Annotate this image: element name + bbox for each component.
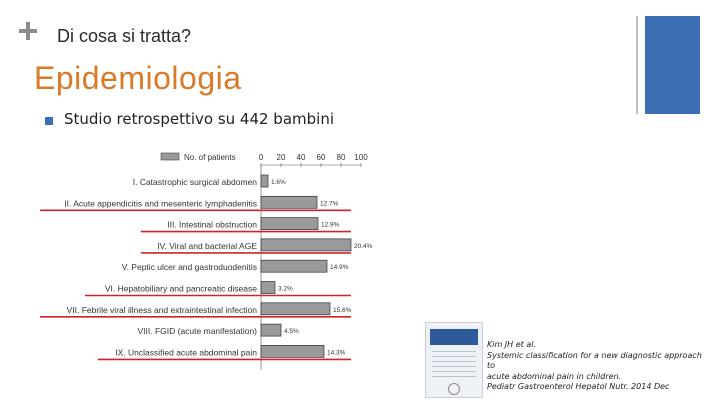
- legend-swatch: [160, 152, 180, 161]
- citation-line: Systemic classification for a new diagno…: [487, 350, 702, 360]
- category-label: VIII. FGID (acute manifestation): [137, 326, 257, 336]
- data-label: 12.7%: [320, 200, 339, 207]
- category-label: V. Peptic ulcer and gastroduodenitis: [122, 262, 257, 272]
- citation-line: to: [487, 361, 496, 370]
- x-tick-label: 20: [277, 153, 286, 162]
- bar: [260, 217, 319, 230]
- bar: [260, 195, 318, 209]
- category-label: VII. Febrile viral illness and extrainte…: [67, 305, 258, 315]
- x-tick-label: 100: [354, 153, 368, 162]
- citation: Kim JH et al. Systemic classification fo…: [487, 340, 712, 393]
- legend-label: No. of patients: [184, 153, 236, 162]
- bullet-square-icon: [45, 117, 53, 125]
- citation-line: Pediatr Gastroenterol Hepatol Nutr. 2014…: [487, 382, 670, 391]
- bullet-text: Studio retrospettivo su 442 bambini: [64, 110, 334, 128]
- plus-icon: [17, 20, 39, 42]
- thumbnail-text-lines: [432, 351, 476, 381]
- data-label: 1.6%: [271, 179, 286, 186]
- data-label: 3.2%: [278, 286, 293, 293]
- category-label: I. Catastrophic surgical abdomen: [133, 177, 258, 187]
- thumbnail-emblem-icon: [448, 383, 460, 395]
- bar: [260, 302, 331, 316]
- citation-line: Kim JH et al.: [487, 340, 536, 349]
- bar: [260, 238, 352, 252]
- data-label: 15.6%: [333, 307, 352, 314]
- category-label: IX. Unclassified acute abdominal pain: [115, 347, 257, 357]
- data-label: 20.4%: [354, 243, 373, 250]
- data-label: 12.9%: [321, 222, 340, 229]
- slide-heading: Epidemiologia: [34, 60, 242, 96]
- journal-cover-thumbnail: [425, 322, 483, 398]
- thumbnail-header: [430, 329, 478, 345]
- data-label: 4.5%: [284, 328, 299, 335]
- citation-line: acute abdominal pain in children.: [487, 371, 622, 381]
- bar: [260, 345, 325, 358]
- bar-chart: No. of patients 0 20 40 60 80 100 I. Catastroph…: [40, 152, 373, 370]
- category-label: VI. Hepatobiliary and pancreatic disease: [105, 284, 257, 294]
- x-tick-label: 80: [337, 153, 346, 162]
- bar: [260, 174, 269, 188]
- bar: [260, 323, 282, 337]
- data-label: 14.9%: [330, 264, 349, 271]
- bar: [260, 281, 276, 294]
- category-label: III. Intestinal obstruction: [167, 220, 257, 230]
- category-label: II. Acute appendicitis and mesenteric ly…: [64, 198, 257, 208]
- x-tick-label: 40: [297, 153, 306, 162]
- category-label: IV. Viral and bacterial AGE: [157, 241, 257, 251]
- x-tick-label: 60: [317, 153, 326, 162]
- decorative-blue-block: [645, 16, 700, 114]
- section-title: Di cosa si tratta?: [57, 26, 192, 46]
- decorative-divider: [636, 16, 638, 114]
- data-label: 14.3%: [327, 349, 346, 356]
- x-tick-label: 0: [259, 153, 264, 162]
- bar: [260, 259, 328, 273]
